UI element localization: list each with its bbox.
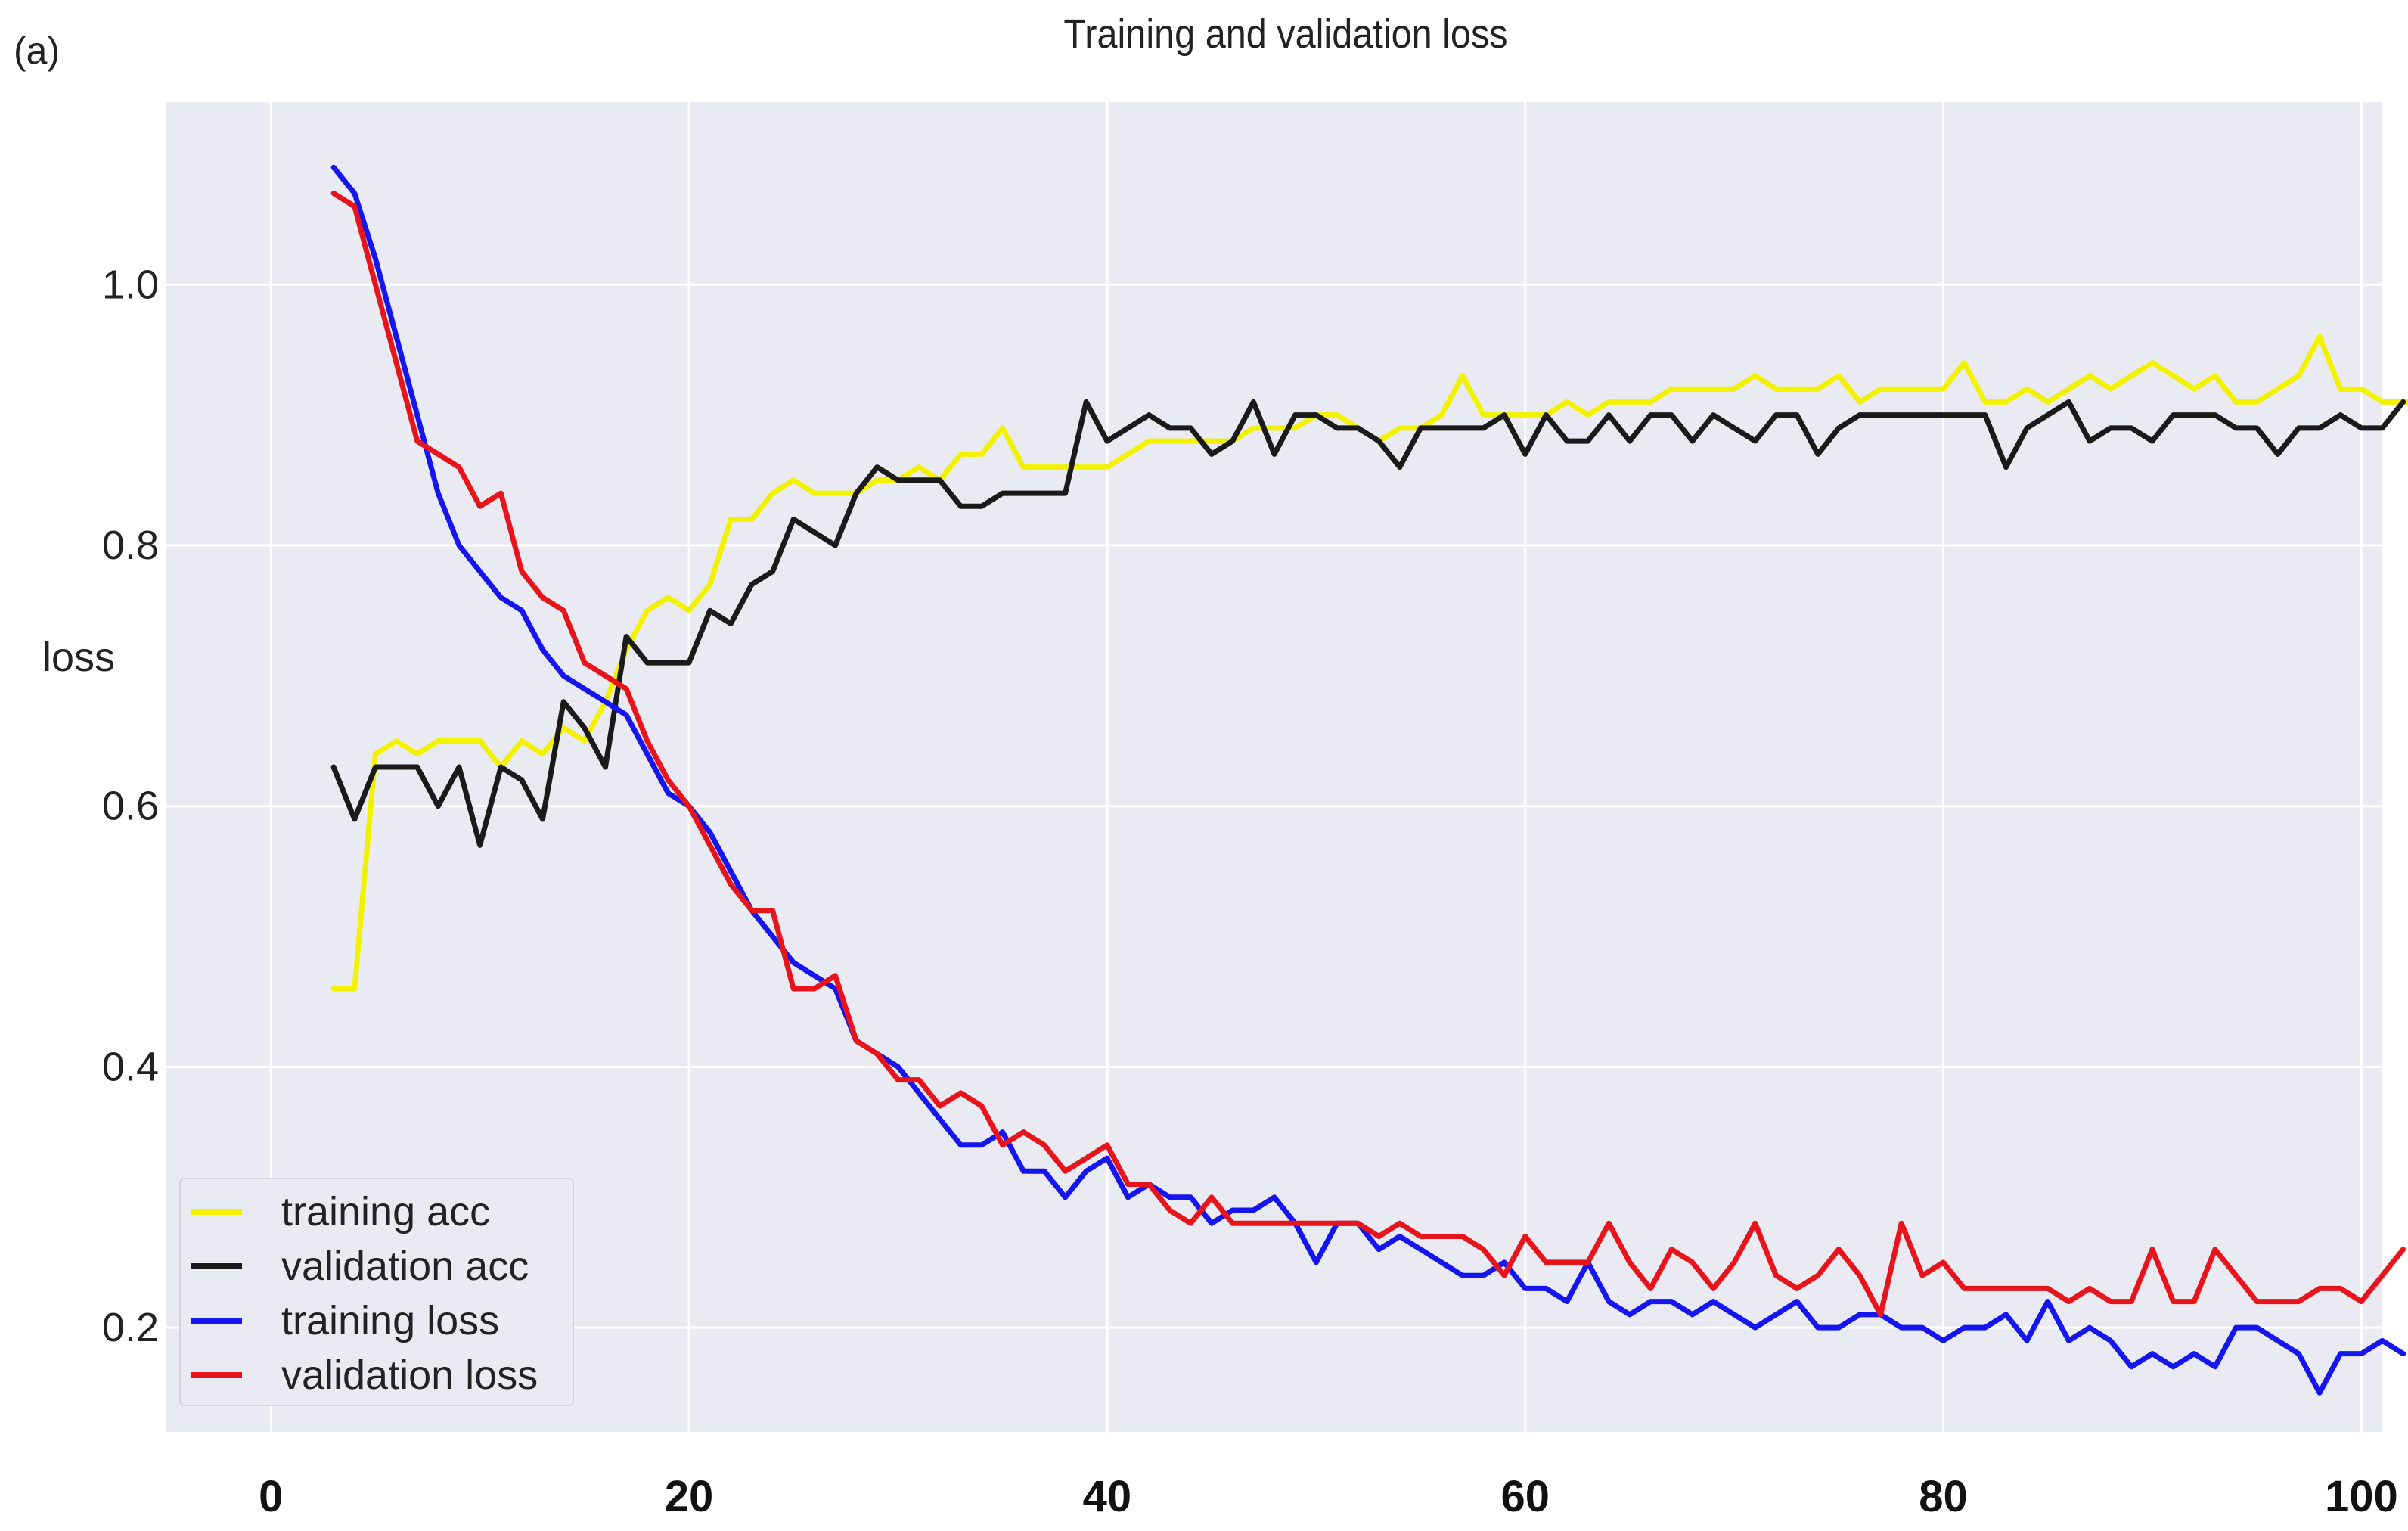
- legend-frame: [179, 1178, 574, 1406]
- x-tick-label: 80: [1919, 1472, 1968, 1521]
- legend-label: training loss: [281, 1298, 499, 1343]
- y-tick-label: 0.8: [102, 523, 159, 568]
- x-tick-label: 60: [1500, 1472, 1550, 1521]
- x-tick-label: 20: [665, 1472, 714, 1521]
- y-tick-label: 0.4: [102, 1044, 159, 1089]
- x-tick-label: 40: [1083, 1472, 1132, 1521]
- x-tick-label: 0: [259, 1472, 283, 1521]
- y-tick-label: 0.2: [102, 1305, 159, 1350]
- series-line-validation-loss: [330, 191, 2406, 1318]
- y-axis-label: loss: [42, 635, 116, 680]
- chart-title: Training and validation loss: [1063, 11, 1508, 57]
- series-line-training-loss: [330, 164, 2406, 1396]
- y-tick-label: 1.0: [102, 262, 159, 307]
- legend-label: validation loss: [281, 1352, 538, 1398]
- y-tick-labels: 0.2 0.4 0.6 0.8 1.0: [102, 262, 159, 1350]
- x-tick-labels: 0 20 40 60 80 100: [259, 1472, 2398, 1521]
- panel-label: (a): [14, 30, 61, 72]
- x-tick-label: 100: [2325, 1472, 2398, 1521]
- series-line-validation-acc: [330, 399, 2406, 848]
- legend-label: training acc: [281, 1189, 490, 1234]
- legend: training acc validation acc training loss v…: [179, 1178, 574, 1406]
- series-group: [330, 164, 2408, 1396]
- legend-label: validation acc: [281, 1244, 529, 1289]
- y-tick-label: 0.6: [102, 784, 159, 829]
